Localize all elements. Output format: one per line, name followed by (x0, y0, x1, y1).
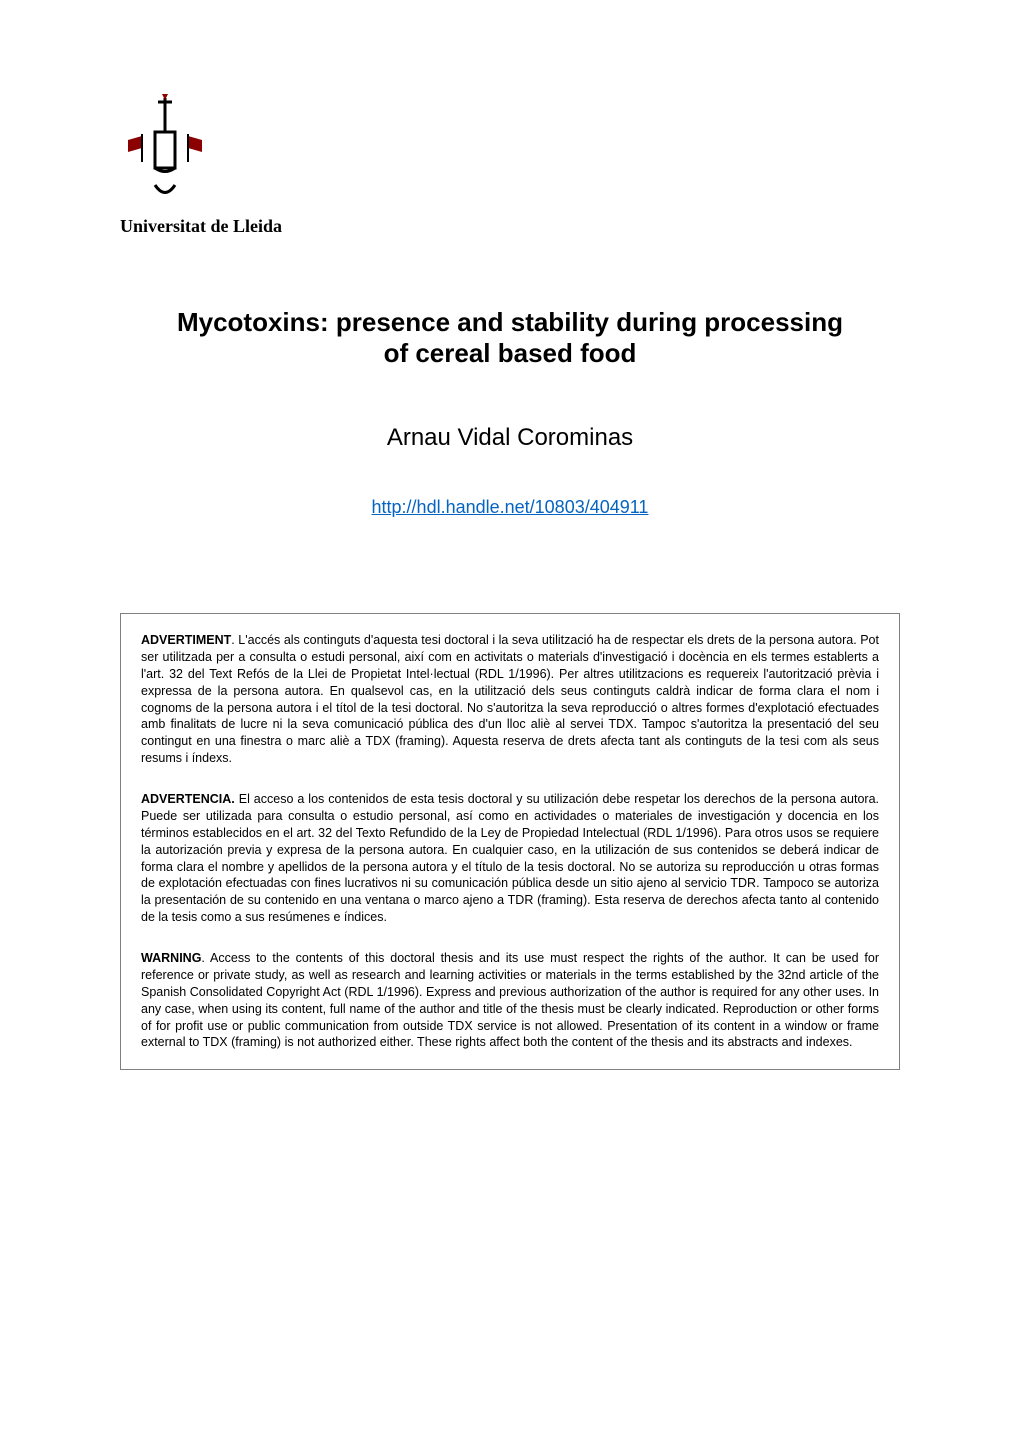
thesis-title-block: Mycotoxins: presence and stability durin… (120, 307, 900, 369)
notice-spanish-label: ADVERTENCIA. (141, 792, 235, 806)
university-name: Universitat de Lleida (120, 216, 900, 237)
notice-spanish: ADVERTENCIA. El acceso a los contenidos … (141, 791, 879, 926)
notice-catalan-label: ADVERTIMENT (141, 633, 231, 647)
rights-notice-box: ADVERTIMENT. L'accés als continguts d'aq… (120, 613, 900, 1070)
thesis-author: Arnau Vidal Corominas (120, 424, 900, 452)
thesis-title-line1: Mycotoxins: presence and stability durin… (120, 307, 900, 338)
notice-english-label: WARNING (141, 951, 201, 965)
notice-english: WARNING. Access to the contents of this … (141, 950, 879, 1051)
university-logo-block: Universitat de Lleida (120, 90, 900, 237)
notice-catalan-text: . L'accés als continguts d'aquesta tesi … (141, 633, 879, 765)
university-logo-icon (120, 90, 210, 210)
notice-english-text: . Access to the contents of this doctora… (141, 951, 879, 1049)
notice-spanish-text: El acceso a los contenidos de esta tesis… (141, 792, 879, 924)
notice-catalan: ADVERTIMENT. L'accés als continguts d'aq… (141, 632, 879, 767)
thesis-title-line2: of cereal based food (120, 338, 900, 369)
thesis-handle-link[interactable]: http://hdl.handle.net/10803/404911 (120, 497, 900, 518)
